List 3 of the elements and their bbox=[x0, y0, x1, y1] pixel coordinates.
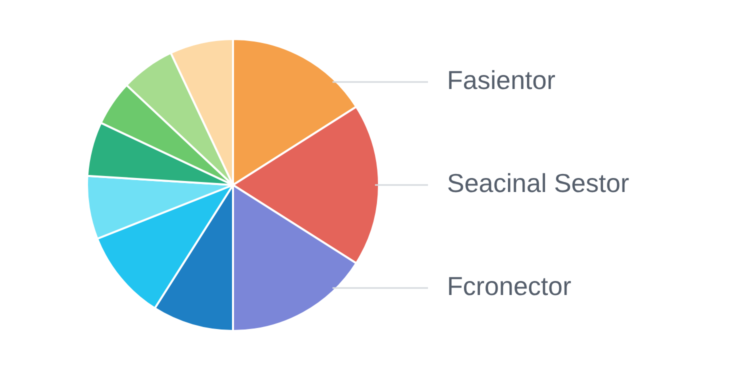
slice-label: Fcronector bbox=[447, 271, 572, 302]
slice-label: Fasientor bbox=[447, 65, 556, 96]
slice-label: Seacinal Sestor bbox=[447, 168, 630, 198]
